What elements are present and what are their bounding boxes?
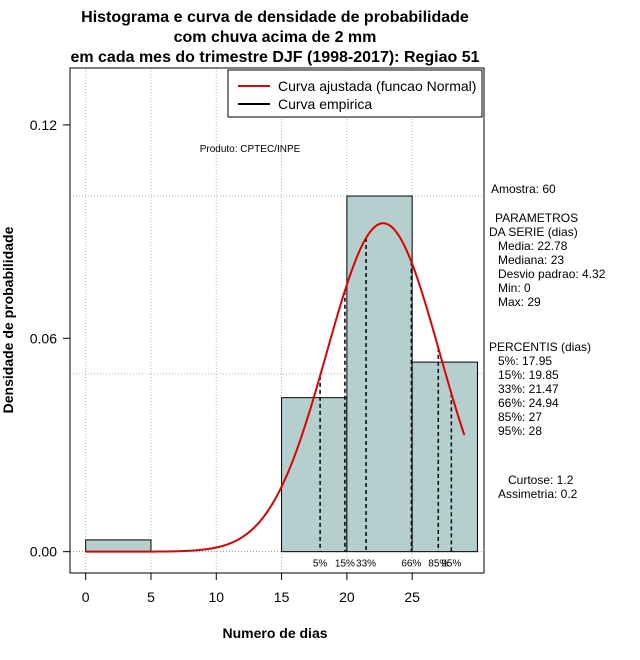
y-tick-label-0: 0.00 [30, 544, 57, 560]
chart-title-line-2: com chuva acima de 2 mm [174, 29, 377, 46]
percentis-33: 33%: 21.47 [498, 382, 559, 396]
param-title-1: PARAMETROS [495, 211, 578, 225]
y-axis-label: Densidade de probabilidade [0, 226, 16, 413]
percentile-lines: 5% 15% 33% 66% 85%95% [313, 238, 461, 570]
x-tick-label-5: 25 [404, 589, 420, 605]
x-axis-label: Numero de dias [222, 625, 327, 641]
percentis-85: 85%: 27 [498, 410, 542, 424]
producer-annotation: Produto: CPTEC/INPE [200, 144, 301, 155]
stats-panel: Amostra: 60 PARAMETROS DA SERIE (dias) M… [489, 182, 606, 501]
x-tick-label-2: 10 [208, 589, 224, 605]
x-tick-label-0: 0 [82, 589, 90, 605]
percentile-label-1: 15% [335, 559, 355, 570]
histogram-bars [85, 195, 478, 553]
normal-density-curve [85, 222, 466, 553]
x-tick-label-3: 15 [274, 589, 290, 605]
kurtosis: Curtose: 1.2 [508, 473, 574, 487]
y-axis: 0.00 0.06 0.12 [30, 117, 71, 560]
param-mean: Media: 22.78 [498, 239, 568, 253]
param-sd: Desvio padrao: 4.32 [498, 267, 606, 281]
percentile-label-3: 66% [401, 559, 421, 570]
param-min: Min: 0 [498, 281, 531, 295]
x-axis: 0 5 10 15 20 25 [82, 572, 420, 605]
param-median: Mediana: 23 [498, 253, 564, 267]
x-tick-label-4: 20 [339, 589, 355, 605]
percentis-5: 5%: 17.95 [498, 354, 552, 368]
chart-title-line-1: Histograma e curva de densidade de proba… [81, 9, 469, 26]
y-tick-label-2: 0.12 [30, 117, 57, 133]
histogram-bar-3 [411, 361, 478, 553]
y-tick-label-1: 0.06 [30, 330, 57, 346]
legend-box [227, 69, 483, 118]
sample-size: Amostra: 60 [491, 182, 556, 196]
skewness: Assimetria: 0.2 [498, 487, 578, 501]
percentile-label-0: 5% [313, 559, 328, 570]
histogram-bar-2 [346, 195, 413, 553]
percentis-title: PERCENTIS (dias) [489, 340, 591, 354]
param-title-2: DA SERIE (dias) [489, 225, 578, 239]
percentis-15: 15%: 19.85 [498, 368, 559, 382]
param-max: Max: 29 [498, 295, 541, 309]
legend-label-empirical: Curva empirica [278, 96, 372, 112]
x-tick-label-1: 5 [147, 589, 155, 605]
percentile-label-4: 85% [428, 559, 448, 570]
chart-title-line-3: em cada mes do trimestre DJF (1998-2017)… [70, 49, 479, 66]
legend-label-fitted: Curva ajustada (funcao Normal) [278, 78, 476, 94]
histogram-bar-1 [281, 397, 348, 553]
percentile-label-2: 33% [356, 559, 376, 570]
percentis-66: 66%: 24.94 [498, 396, 559, 410]
histogram-bar-0 [85, 539, 152, 553]
percentile-label-5: 95% [441, 559, 461, 570]
legend: Curva ajustada (funcao Normal) Curva emp… [227, 69, 483, 118]
percentis-95: 95%: 28 [498, 424, 542, 438]
